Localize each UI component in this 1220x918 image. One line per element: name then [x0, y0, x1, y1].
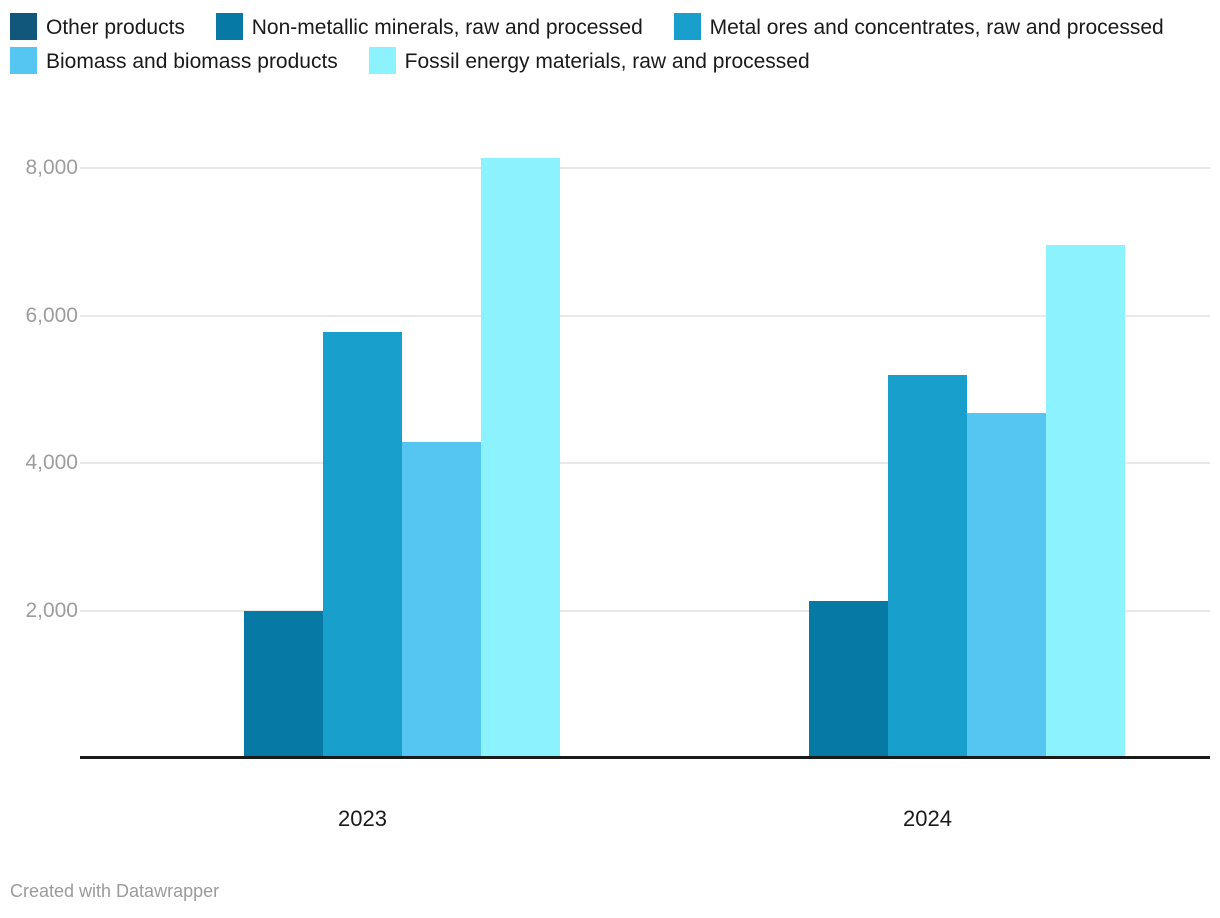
legend-item-label: Non-metallic minerals, raw and processed [251, 16, 643, 39]
legend-swatch-other-products-icon [10, 13, 37, 40]
x-axis-label-2023: 2023 [338, 806, 387, 831]
y-axis-tick-label: 8,000 [25, 156, 78, 179]
legend-swatch-biomass-icon [10, 47, 37, 74]
legend-item-label: Metal ores and concentrates, raw and pro… [709, 16, 1164, 39]
legend-item-biomass: Biomass and biomass products [10, 47, 338, 74]
bar-2024-metal-ores-and-concentrates [888, 375, 967, 758]
legend-swatch-fossil-energy-icon [368, 47, 396, 74]
bar-2024-biomass-and-biomass-products [967, 413, 1046, 758]
legend-swatch-non-metallic-minerals-icon [215, 13, 243, 40]
y-axis-tick-label: 6,000 [25, 303, 78, 327]
legend: Other products Non-metallic minerals, ra… [10, 11, 1210, 79]
legend-item-fossil-energy: Fossil energy materials, raw and process… [368, 47, 810, 74]
legend-item-other-products: Other products [10, 13, 185, 40]
bar-2023-fossil-energy-materials [481, 158, 560, 758]
bar-2023-non-metallic-minerals [244, 611, 323, 758]
legend-swatch-metal-ores-icon [673, 13, 701, 40]
bar-2024-non-metallic-minerals [809, 601, 888, 758]
legend-item-label: Other products [46, 16, 185, 39]
gridline-2000 [80, 609, 1210, 612]
bar-2024-fossil-energy-materials [1046, 245, 1125, 758]
gridline-4000 [80, 462, 1210, 464]
legend-item-label: Fossil energy materials, raw and process… [404, 50, 810, 73]
y-axis-tick-label: 2,000 [25, 598, 78, 622]
bar-2023-biomass-and-biomass-products [402, 442, 481, 758]
gridline-6000 [80, 314, 1210, 317]
y-axis-tick-label: 4,000 [25, 451, 78, 474]
gridline-8000 [80, 167, 1210, 169]
legend-item-non-metallic-minerals: Non-metallic minerals, raw and processed [215, 13, 643, 40]
x-axis-line [80, 756, 1210, 759]
bar-2023-metal-ores-and-concentrates [323, 332, 402, 758]
datawrapper-credit-link[interactable]: Created with Datawrapper [10, 881, 220, 901]
x-axis-label-2024: 2024 [903, 806, 952, 831]
legend-item-metal-ores: Metal ores and concentrates, raw and pro… [673, 13, 1164, 40]
legend-item-label: Biomass and biomass products [46, 50, 338, 73]
